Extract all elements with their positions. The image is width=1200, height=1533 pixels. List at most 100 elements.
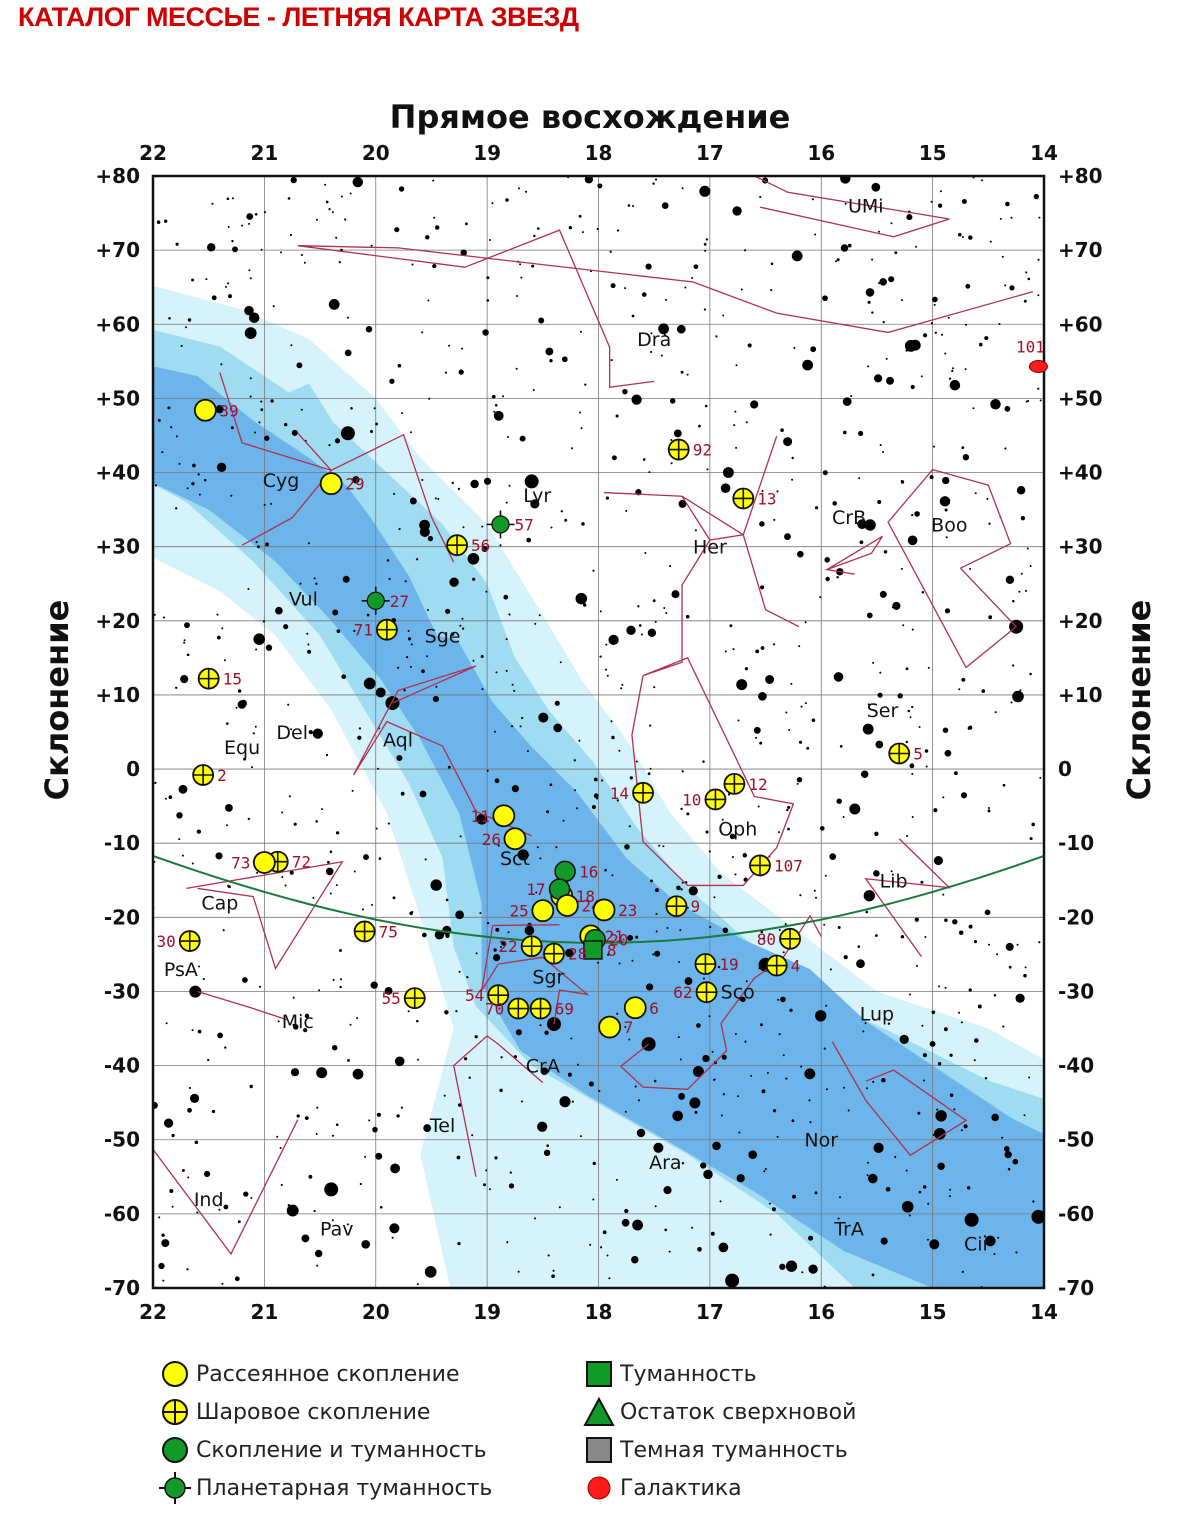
dec-tick-left: -70	[104, 1276, 140, 1300]
star	[732, 648, 735, 651]
star	[679, 929, 682, 932]
star	[780, 996, 786, 1003]
star	[607, 953, 610, 956]
star	[1012, 1158, 1019, 1165]
legend-item: Темная туманность	[582, 1431, 856, 1469]
star	[430, 879, 442, 891]
star	[316, 1264, 319, 1267]
star	[482, 329, 489, 336]
star	[856, 959, 865, 969]
dec-tick-left: -10	[104, 831, 140, 855]
star	[747, 343, 752, 348]
star	[711, 1050, 714, 1053]
nebula-legend-icon	[586, 1361, 612, 1387]
star	[858, 430, 864, 436]
star	[340, 195, 343, 198]
star	[331, 211, 334, 214]
star	[1024, 589, 1028, 592]
star	[875, 740, 884, 749]
star	[954, 771, 958, 776]
star	[641, 292, 647, 297]
star	[961, 199, 967, 204]
star	[321, 808, 323, 811]
star	[921, 591, 925, 594]
star	[339, 978, 343, 981]
star	[866, 1087, 868, 1090]
star	[733, 424, 736, 427]
star	[571, 1100, 574, 1103]
star	[772, 643, 776, 646]
star	[649, 767, 652, 770]
star	[400, 1106, 403, 1109]
star	[873, 374, 883, 383]
star	[558, 1206, 561, 1209]
star	[615, 414, 619, 418]
star	[968, 725, 973, 730]
star	[315, 582, 318, 585]
messier-number: 39	[219, 401, 238, 420]
star	[641, 633, 643, 636]
star	[293, 822, 297, 826]
star	[325, 867, 334, 876]
star	[401, 412, 404, 415]
star	[1025, 271, 1028, 274]
constellation-label: Dra	[637, 329, 671, 351]
star	[622, 388, 628, 395]
star	[312, 896, 315, 899]
star	[1009, 285, 1015, 291]
star	[873, 870, 880, 877]
star	[783, 437, 793, 447]
star	[445, 898, 449, 902]
star	[331, 1219, 334, 1222]
star	[1037, 387, 1040, 390]
star	[958, 930, 964, 935]
star	[637, 1099, 641, 1102]
star	[713, 896, 716, 899]
star	[417, 1058, 420, 1061]
snr-legend-icon	[583, 1396, 615, 1426]
star	[785, 711, 788, 714]
star	[871, 258, 874, 261]
star	[804, 621, 807, 624]
constellation-figure	[219, 372, 333, 546]
star	[488, 1188, 492, 1191]
star	[352, 1068, 364, 1080]
star	[353, 629, 356, 633]
star	[363, 677, 376, 690]
star	[526, 537, 532, 543]
dec-tick-left: +60	[95, 312, 140, 336]
star	[407, 637, 412, 641]
star	[300, 408, 303, 411]
star	[710, 1231, 715, 1236]
star	[915, 964, 919, 967]
constellation-figure	[752, 176, 950, 238]
star	[444, 1010, 449, 1015]
star	[757, 805, 760, 808]
star	[349, 192, 352, 195]
star	[892, 601, 901, 610]
messier-object: 27	[361, 586, 409, 615]
messier-number: 2	[217, 766, 227, 785]
star	[158, 1216, 161, 1219]
star	[608, 1277, 611, 1280]
star	[457, 1103, 462, 1107]
globular-cross	[766, 955, 787, 976]
star	[457, 487, 461, 491]
constellation-label: UMi	[848, 196, 884, 218]
star	[419, 526, 430, 537]
star	[664, 1228, 668, 1232]
planetary-nebula-marker	[491, 515, 510, 534]
messier-number: 23	[618, 901, 637, 920]
star	[481, 525, 484, 528]
constellation-label: Del	[276, 722, 308, 744]
messier-object: 12	[723, 772, 768, 795]
star	[922, 1185, 927, 1189]
messier-object: 80	[757, 927, 801, 950]
star	[292, 996, 295, 999]
dec-tick-left: 0	[126, 757, 140, 781]
star	[301, 1234, 310, 1243]
star	[685, 614, 690, 619]
globular-cross	[749, 855, 770, 876]
star	[538, 712, 549, 723]
galaxy-legend-icon	[587, 1476, 611, 1500]
